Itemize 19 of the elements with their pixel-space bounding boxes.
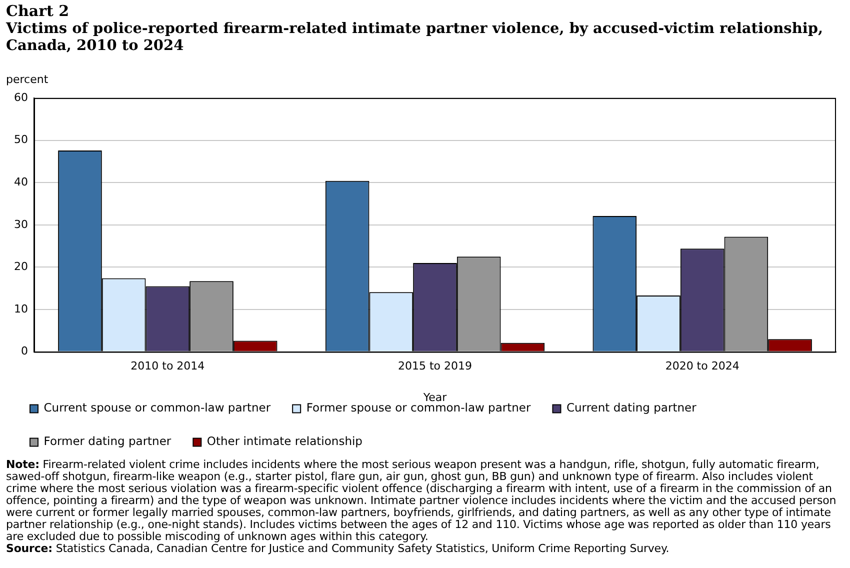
y-tick-label: 10: [14, 302, 28, 316]
x-tick-label: 2015 to 2019: [398, 359, 472, 372]
y-tick-label: 0: [20, 344, 28, 358]
y-tick-label: 30: [14, 218, 28, 231]
source-note: Source: Statistics Canada, Canadian Centre for Justice and Community Safety Statistics, Uniform Crime Reporting Survey.: [6, 542, 670, 555]
legend-label: Other intimate relationship: [206, 434, 362, 448]
text: Note: Firearm-related violent crime includes incidents where the most serious weapon present was a handgun, rifle, shotgun, fully automatic firearm, sawed-off shotgun, firearm-like weapon (e.g., starter pistol, flare gun, air gun, ghost gun, BB gun) and unknown type of firearm. Also includes violent crime where the most serious violation was a firearm-specific violent offence (discharging a firearm with intent, use of a firearm in the commission of an offence, pointing a firearm) and the type of weapon was unknown. Intimate partner violence includes incidents where the victim and the accused person were current or former legally married spouses, common-law partners, boyfriends, girlfriends, and dating partners, as well as any other type of intimate partner relationship (e.g., one-night stands). Includes victims between the ages of 12 and 110. Victims whose age was reported as older than 110 years are excluded due to possible miscoding of unknown ages within this category.: [6, 458, 836, 543]
y-tick-label: 40: [14, 175, 28, 188]
y-axis-title: percent: [6, 72, 49, 86]
legend-label: Current dating partner: [566, 400, 697, 415]
x-tick-label: 2020 to 2024: [665, 359, 740, 372]
legend-label: Former dating partner: [44, 434, 172, 448]
x-tick-label: 2010 to 2014: [130, 359, 205, 372]
y-tick-label: 60: [14, 90, 28, 104]
chart-subtitle: Victims of police-reported firearm-related intimate partner violence, by accused-victim relationship, Canada, 2010 to 2024: [6, 20, 824, 54]
legend-label: Current spouse or common-law partner: [44, 400, 271, 415]
y-tick-label: 50: [14, 133, 28, 146]
chart-title: Chart 2: [6, 2, 70, 20]
y-tick-label: 20: [14, 260, 28, 274]
